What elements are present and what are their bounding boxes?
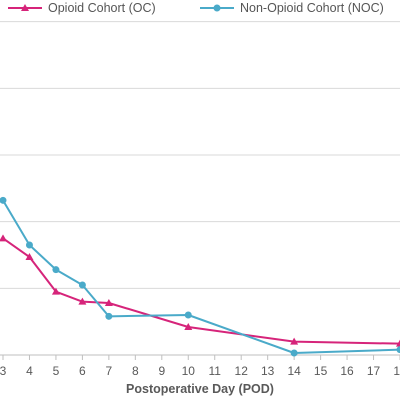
data-point-triangle (184, 323, 193, 330)
series-line-1 (2, 237, 400, 345)
x-tick-label: 16 (340, 364, 354, 378)
x-tick-label: 3 (0, 364, 7, 378)
x-tick-label: 6 (79, 364, 86, 378)
x-tick-label: 4 (26, 364, 33, 378)
gridlines (0, 21, 400, 289)
x-axis: 3 4 5 6 7 8 9 10 11 12 13 14 15 16 17 18 (0, 354, 400, 378)
series-lines (0, 196, 400, 357)
x-tick-label: 11 (208, 364, 221, 378)
data-point-triangle (290, 337, 299, 345)
legend-entry-oc[interactable]: Opioid Cohort (OC) (8, 0, 156, 16)
legend-label-oc: Opioid Cohort (OC) (48, 1, 156, 15)
data-point-circle (184, 311, 192, 319)
legend: Opioid Cohort (OC) Non-Opioid Cohort (NO… (0, 0, 400, 16)
series-line-2 (2, 199, 400, 354)
x-tick-label: 10 (182, 364, 196, 378)
x-axis-title: Postoperative Day (POD) (126, 382, 274, 396)
legend-entry-noc[interactable]: Non-Opioid Cohort (NOC) (200, 0, 384, 16)
data-point-triangle (25, 253, 34, 260)
x-tick-label: 12 (235, 364, 249, 378)
data-point-circle (52, 266, 60, 274)
data-point-triangle (396, 339, 400, 347)
x-tick-label: 8 (132, 364, 139, 378)
data-point-circle (105, 312, 113, 320)
x-tick-label: 13 (261, 364, 275, 378)
data-point-circle (290, 349, 298, 357)
legend-swatch-noc (200, 4, 234, 12)
data-point-circle (25, 241, 33, 249)
x-tick-label: 7 (106, 364, 113, 378)
legend-swatch-oc (8, 4, 42, 11)
data-point-triangle (104, 299, 113, 306)
data-point-circle (78, 281, 86, 289)
data-point-triangle (51, 287, 60, 295)
data-point-triangle (78, 297, 87, 305)
data-point-circle (396, 346, 400, 354)
x-tick-label: 14 (287, 364, 301, 378)
data-point-triangle (0, 234, 7, 242)
x-tick-label: 9 (158, 364, 165, 378)
legend-label-noc: Non-Opioid Cohort (NOC) (240, 1, 384, 15)
x-tick-label: 5 (53, 364, 60, 378)
data-point-circle (0, 196, 7, 204)
x-tick-label: 15 (314, 364, 328, 378)
x-tick-label: 18 (393, 364, 400, 378)
x-tick-label: 17 (367, 364, 381, 378)
